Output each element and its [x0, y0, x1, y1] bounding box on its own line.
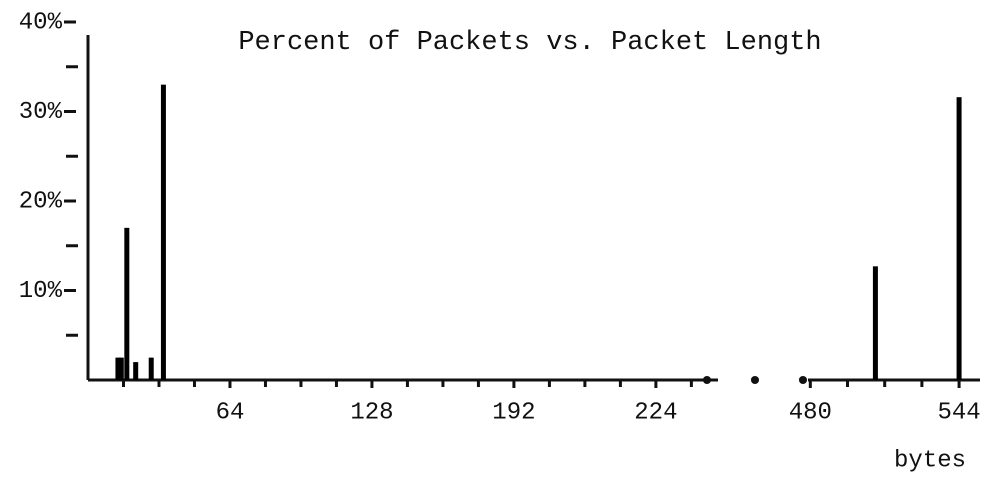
bar — [115, 357, 121, 380]
x-tick-label: 192 — [492, 399, 535, 426]
x-axis-label: bytes — [894, 447, 966, 474]
y-tick-label: 20% — [19, 188, 63, 215]
y-tick-label: 30% — [19, 99, 63, 126]
bar — [148, 357, 154, 380]
x-tick-label: 64 — [216, 399, 245, 426]
bar — [872, 266, 878, 380]
x-tick-label: 128 — [350, 399, 393, 426]
bar — [956, 97, 962, 381]
y-tick-label: 40% — [19, 9, 63, 36]
bar — [133, 362, 139, 380]
y-tick-label: 10% — [19, 278, 63, 305]
axis-break: • • • — [698, 366, 818, 400]
x-tick-label: 224 — [634, 399, 677, 426]
bar — [160, 84, 166, 381]
x-tick-label: 544 — [937, 399, 980, 426]
chart-title: Percent of Packets vs. Packet Length — [238, 28, 821, 58]
bar — [124, 227, 130, 380]
x-tick-label: 480 — [789, 399, 832, 426]
bar — [118, 357, 124, 380]
